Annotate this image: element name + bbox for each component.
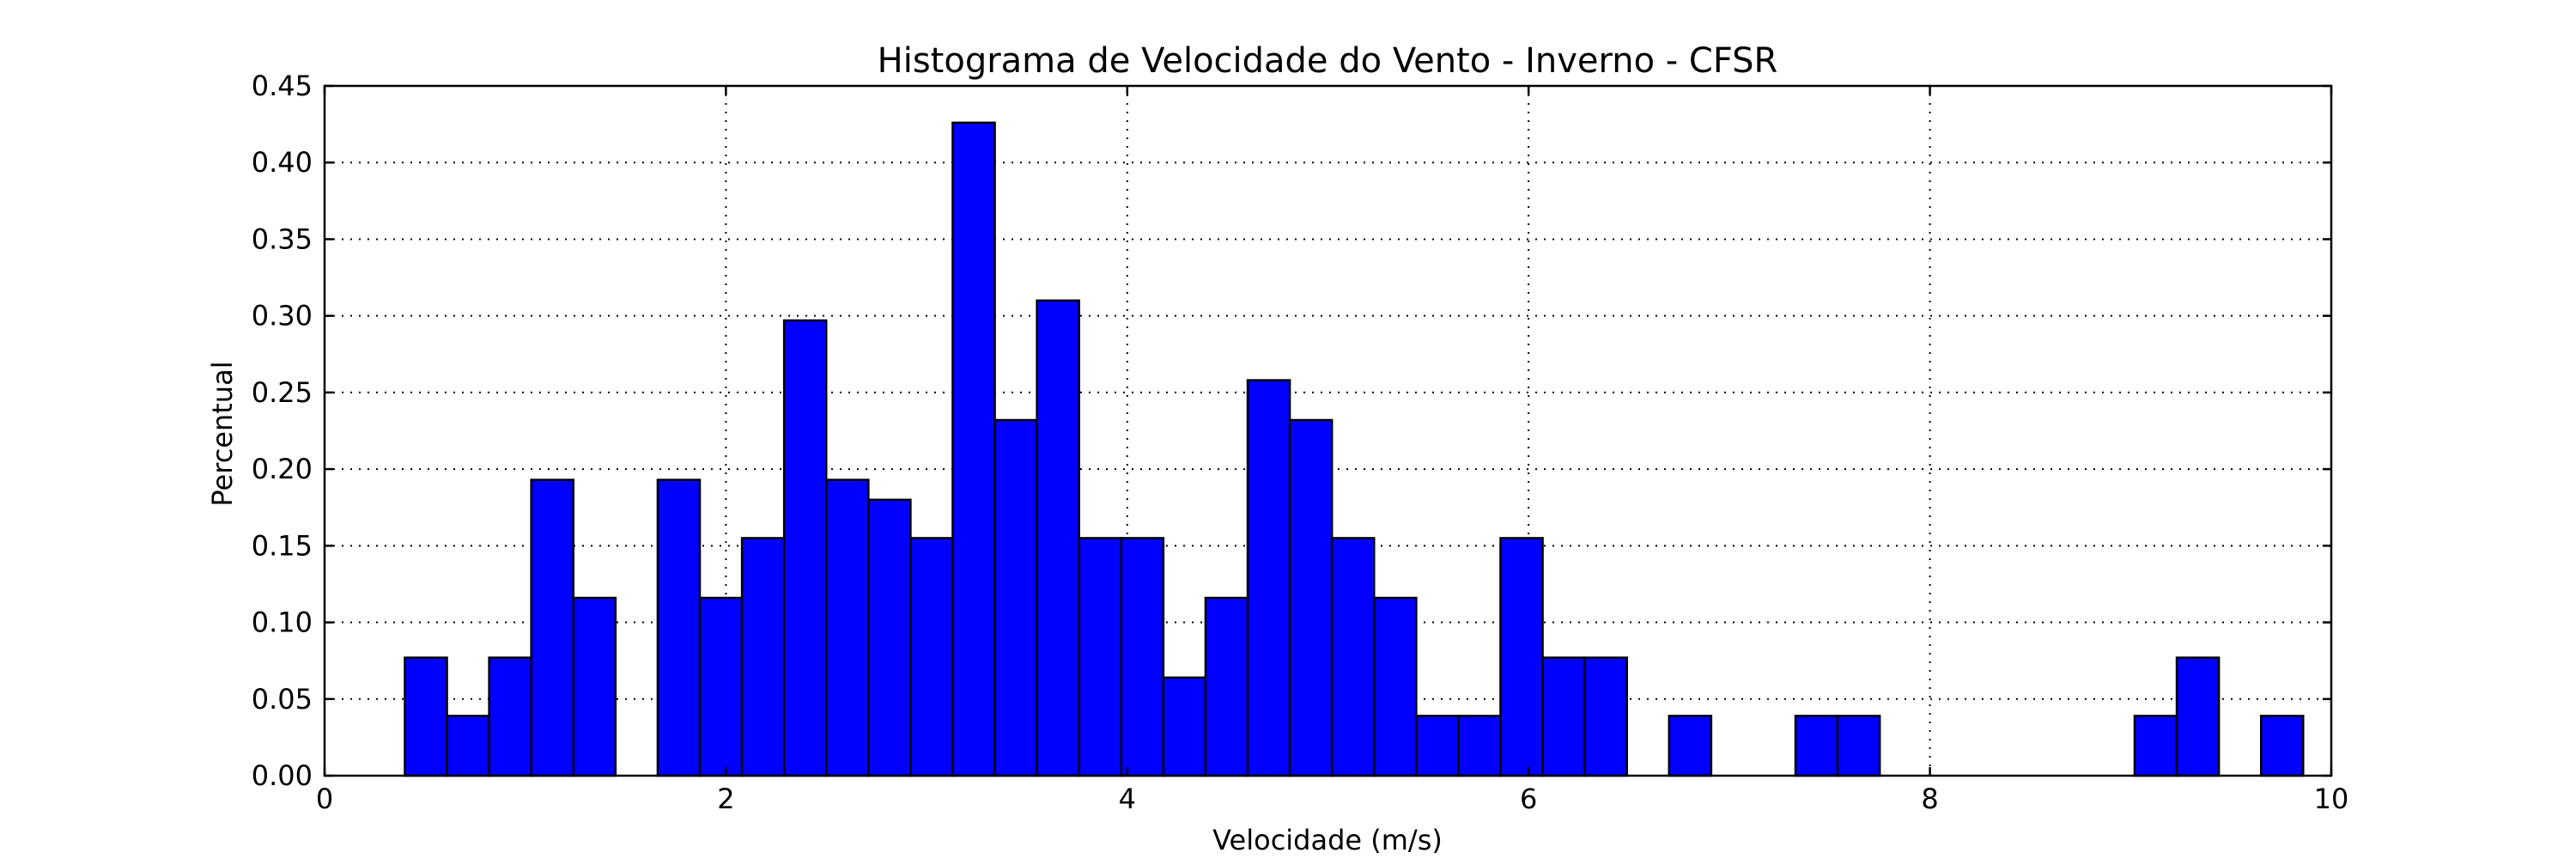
x-tick-label: 4 [1119, 783, 1136, 815]
axis-ticks [323, 84, 2333, 777]
histogram-bar [1499, 537, 1544, 777]
x-tick-label: 6 [1520, 783, 1537, 815]
plot-frame [323, 84, 2333, 777]
y-tick-label: 0.35 [252, 222, 313, 255]
histogram-bar [1162, 676, 1207, 777]
histogram-bar [867, 498, 912, 777]
histogram-bar [530, 478, 575, 777]
x-tick-label: 8 [1921, 783, 1938, 815]
x-tick-label: 2 [717, 783, 734, 815]
y-tick-label: 0.00 [252, 759, 313, 792]
y-tick-label: 0.10 [252, 606, 313, 639]
histogram-bar [740, 537, 786, 777]
histogram-bar [1036, 299, 1080, 777]
histogram-bar [1836, 715, 1881, 777]
histogram-bar [488, 656, 532, 777]
histogram-bar [1204, 596, 1249, 777]
histogram-bar [909, 537, 954, 777]
x-tick-labels: 0 2 4 6 8 10 [316, 783, 2349, 815]
histogram-bar [2259, 715, 2305, 777]
histogram-bar [1541, 656, 1586, 777]
histogram-bar [1668, 715, 1713, 777]
y-tick-labels: 0.00 0.05 0.10 0.15 0.20 0.25 0.30 0.35 0.40 0.45 [252, 70, 313, 792]
histogram-bar [782, 319, 828, 777]
histogram-bar [698, 596, 744, 777]
histogram-bar [1120, 537, 1165, 777]
chart-title: Histograma de Velocidade do Vento - Inve… [878, 41, 1778, 81]
y-tick-label: 0.05 [252, 683, 313, 716]
histogram-bar [572, 596, 617, 777]
histogram-bar [446, 715, 490, 777]
grid-lines [325, 86, 2331, 776]
histogram-bar [2175, 656, 2221, 777]
histogram-bar [951, 121, 996, 777]
histogram-bar [825, 478, 870, 777]
x-tick-label: 10 [2314, 783, 2349, 815]
x-axis-label: Velocidade (m/s) [1212, 824, 1443, 856]
y-tick-label: 0.40 [252, 146, 313, 179]
histogram-bar [404, 656, 448, 777]
y-tick-label: 0.25 [252, 376, 313, 409]
histogram-bar [1078, 537, 1123, 777]
histogram-bar [656, 478, 702, 777]
x-tick-label: 0 [316, 783, 333, 815]
histogram-bar [1457, 715, 1502, 777]
histogram-bar [1330, 537, 1376, 777]
histogram-bar [1415, 715, 1460, 777]
histogram-bar [1373, 596, 1418, 777]
histogram-bar [2133, 715, 2178, 777]
histogram-bar [1794, 715, 1839, 777]
bars [404, 121, 2305, 777]
histogram-bar [1288, 418, 1334, 777]
y-tick-label: 0.20 [252, 453, 313, 485]
y-tick-label: 0.45 [252, 70, 313, 102]
y-tick-label: 0.30 [252, 300, 313, 332]
y-axis-label: Percentual [206, 361, 239, 506]
histogram-bar [1583, 656, 1628, 777]
histogram-bar [993, 418, 1038, 777]
y-tick-label: 0.15 [252, 529, 313, 562]
histogram-bar [1246, 379, 1291, 777]
